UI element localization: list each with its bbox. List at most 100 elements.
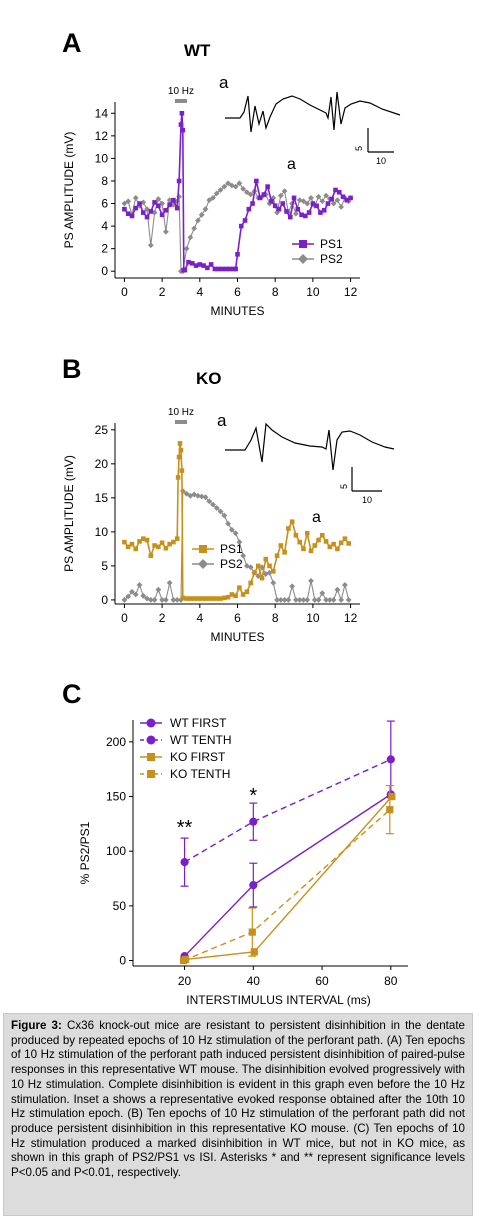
- chart-b-point-ps1: [308, 548, 314, 554]
- chart-a-point-ps1: [246, 206, 252, 212]
- chart-a-point-ps1: [291, 195, 297, 201]
- chart-b-point-ps1: [206, 596, 212, 601]
- chart-a-x-tick-label: 12: [344, 285, 358, 299]
- chart-a-point-ps1: [348, 195, 353, 201]
- chart-b-point-ps2: [262, 571, 269, 577]
- chart-b-point-ps1: [338, 540, 344, 546]
- chart-b-point-ps1: [122, 539, 127, 545]
- chart-a-point-ps1: [314, 203, 319, 209]
- chart-c-significance: **: [177, 817, 193, 839]
- chart-c-significance: *: [249, 785, 257, 807]
- chart-a-stim-label: 10 Hz: [168, 86, 194, 97]
- chart-b-point-ps1: [274, 553, 280, 558]
- chart-b-point-ps1: [237, 585, 242, 590]
- chart-c-line-wt-tenth: [184, 758, 392, 863]
- chart-c-line-ko-tenth: [183, 809, 391, 962]
- chart-a-point-ps1: [295, 206, 301, 212]
- chart-b-point-ps1: [177, 441, 183, 446]
- chart-b-point-ps2: [121, 597, 128, 603]
- chart-b-point-ps2: [232, 530, 239, 537]
- chart-b-point-ps2: [296, 597, 303, 603]
- chart-a-point-ps1: [156, 203, 161, 209]
- chart-b-point-ps1: [218, 596, 223, 601]
- chart-b-point-ps1: [152, 543, 157, 548]
- chart-b-legend-label-ps2: PS2: [220, 557, 243, 571]
- chart-b-point-ps1: [133, 546, 139, 552]
- chart-a-point-ps1: [180, 127, 186, 133]
- chart-a-point-ps1: [171, 197, 176, 203]
- panel-b-trace-letter: a: [312, 509, 321, 526]
- chart-a-point-ps2: [121, 200, 128, 207]
- chart-a-point-ps2: [151, 209, 158, 216]
- chart-a-point-ps1: [238, 223, 244, 229]
- chart-a-point-ps1: [220, 266, 225, 272]
- inset-b-scale-t-label: 10: [362, 495, 372, 505]
- chart-b-point-ps1: [331, 541, 336, 547]
- chart-b-point-ps1: [286, 526, 291, 531]
- chart-b-point-ps2: [270, 580, 277, 586]
- chart-b-point-ps2: [326, 597, 333, 603]
- chart-b-point-ps2: [129, 588, 135, 595]
- chart-c-point-ko-first: [250, 948, 258, 956]
- chart-a-point-ps2: [221, 183, 228, 190]
- chart-a-point-ps1: [208, 262, 214, 267]
- chart-a-point-ps2: [281, 188, 288, 195]
- chart-a-point-ps2: [170, 201, 177, 208]
- chart-b-point-ps1: [214, 596, 220, 601]
- chart-b-point-ps1: [289, 519, 295, 524]
- chart-a-point-ps1: [344, 197, 350, 203]
- chart-b-point-ps1: [176, 454, 182, 460]
- chart-c-legend-label-ko-tenth: KO TENTH: [170, 767, 230, 781]
- chart-b-point-ps1: [195, 596, 201, 601]
- chart-b-point-ps2: [136, 582, 143, 588]
- chart-a-point-ps1: [233, 266, 238, 272]
- caption-text: Cx36 knock-out mice are resistant to per…: [11, 1019, 465, 1180]
- chart-a-point-ps1: [318, 210, 323, 215]
- chart-b-point-ps2: [191, 491, 198, 498]
- chart-b-point-ps1: [233, 593, 238, 599]
- chart-b-point-ps2: [311, 597, 318, 603]
- chart-b-point-ps2: [236, 539, 243, 545]
- chart-a-y-tick-label: 14: [95, 106, 109, 120]
- chart-b-point-ps2: [162, 597, 169, 603]
- chart-b-x-label: MINUTES: [211, 630, 265, 644]
- chart-b-point-ps1: [255, 563, 261, 569]
- chart-c-point-wt-tenth: [386, 755, 395, 764]
- chart-b-stim-bar: [174, 420, 187, 424]
- chart-b-y-tick-label: 15: [95, 491, 109, 505]
- chart-a-point-ps2: [202, 206, 209, 213]
- chart-b-point-ps1: [167, 541, 172, 547]
- chart-a-point-ps1: [182, 267, 188, 273]
- chart-c-x-label: INTERSTIMULUS INTERVAL (ms): [186, 993, 370, 1007]
- chart-a-x-label: MINUTES: [211, 304, 265, 318]
- chart-a-point-ps1: [257, 195, 263, 201]
- chart-b-point-ps1: [267, 563, 272, 569]
- chart-a-point-ps1: [167, 202, 172, 207]
- chart-b-point-ps2: [217, 508, 224, 515]
- chart-b-point-ps1: [191, 596, 197, 601]
- panel-a-letter: A: [62, 28, 82, 58]
- chart-b-point-ps1: [129, 541, 135, 547]
- chart-b-x-tick-label: 12: [344, 611, 358, 625]
- chart-a-legend-label-ps1: PS1: [320, 237, 343, 251]
- chart-c-x-tick-label: 20: [178, 974, 192, 988]
- chart-a-point-ps1: [133, 205, 139, 211]
- chart-c-legend-label-ko-first: KO FIRST: [170, 750, 226, 764]
- chart-b-point-ps2: [289, 583, 296, 590]
- chart-c-legend-label-wt-tenth: WT TENTH: [170, 733, 232, 747]
- chart-b-point-ps2: [159, 597, 166, 603]
- chart-b-point-ps2: [195, 492, 201, 499]
- inset-a-letter: a: [219, 73, 229, 92]
- chart-a-point-ps1: [122, 206, 127, 212]
- inset-b-scale-v-label: 5: [339, 484, 349, 489]
- chart-b-point-ps1: [316, 537, 321, 543]
- chart-b: 0 5 10 15 20 25 0 2 4 6 8 10 12 MINUTES PS AMPLITUDE (…: [62, 407, 360, 644]
- chart-b-point-ps1: [203, 596, 208, 601]
- chart-a-point-ps2: [338, 204, 345, 210]
- chart-b-point-ps1: [137, 539, 142, 544]
- chart-b-point-ps2: [345, 597, 352, 603]
- figure-caption: Figure 3: Cx36 knock-out mice are resist…: [3, 1013, 473, 1216]
- chart-b-point-ps1: [271, 569, 276, 574]
- chart-a-point-ps2: [183, 245, 190, 252]
- chart-c-point-ko-tenth: [179, 956, 188, 965]
